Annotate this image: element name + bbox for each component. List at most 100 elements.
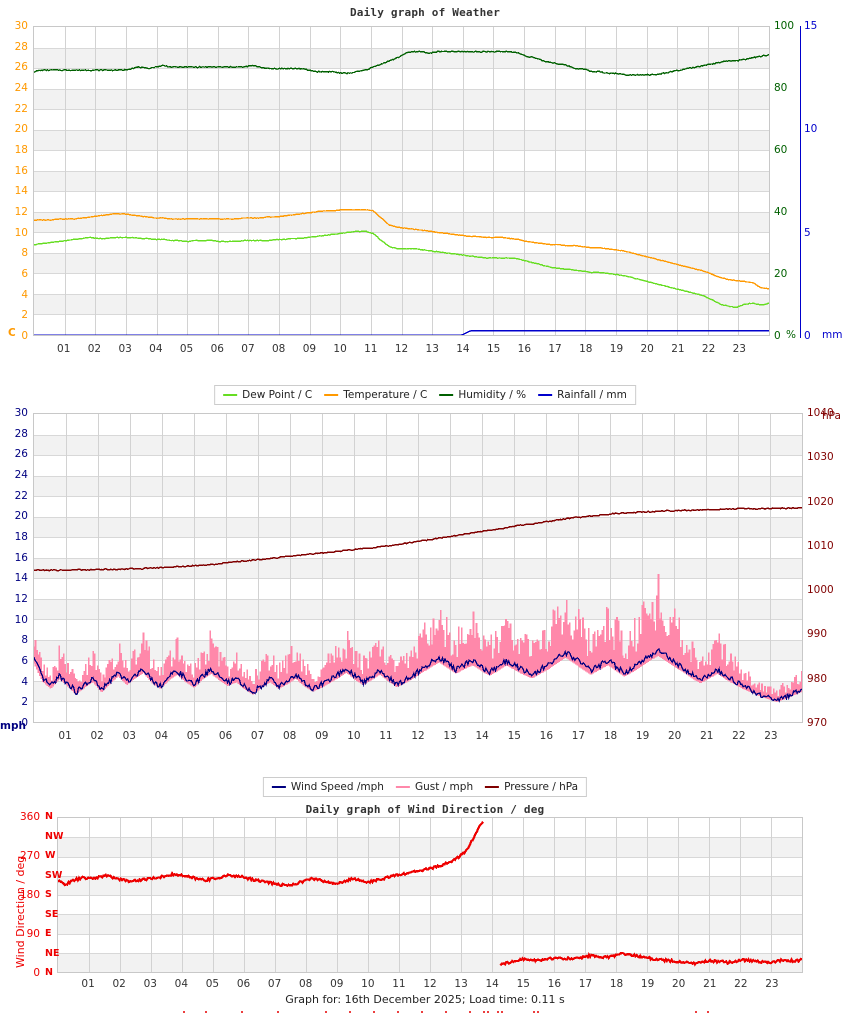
wind-direction-chart-title: Daily graph of Wind Direction / deg (305, 803, 545, 816)
wind-left-tick: 2 (21, 696, 28, 709)
wind-x-tick: 22 (732, 730, 746, 742)
pressure-tick: 1030 (807, 451, 834, 464)
legend-item-0: Dew Point / C (223, 389, 312, 401)
direction-x-tick: 02 (112, 978, 126, 990)
weather-left-tick: 18 (14, 144, 28, 156)
wind-left-tick: 18 (14, 531, 28, 543)
wind-pressure-plot-area[interactable] (33, 413, 803, 723)
wind-x-tick: 19 (635, 730, 650, 742)
wind-x-tick: 20 (667, 730, 682, 742)
footer-dot-17 (695, 1011, 697, 1013)
footer-dot-10 (469, 1011, 471, 1013)
direction-x-tick: 17 (578, 978, 593, 990)
dew-point-line (34, 230, 769, 309)
footer-dot-8 (421, 1011, 423, 1013)
humidity-tick: 40 (774, 206, 788, 218)
footer-dot-4 (325, 1011, 327, 1013)
humidity-line (34, 50, 769, 77)
rainfall-axis-line (800, 26, 801, 338)
pressure-tick: 990 (807, 628, 828, 641)
legend-color-swatch (271, 786, 286, 788)
wind-direction-line (58, 821, 802, 967)
weather-x-tick: 04 (149, 343, 163, 355)
weather-left-tick: 28 (14, 40, 28, 53)
legend-color-swatch (538, 394, 553, 396)
footer-dot-18 (707, 1011, 709, 1013)
weather-left-tick: 26 (14, 61, 28, 74)
wind-left-tick: 22 (14, 489, 28, 502)
humidity-tick: 80 (774, 82, 788, 94)
compass-tick: E (45, 928, 52, 939)
footer-dot-15 (533, 1011, 535, 1013)
legend-label: Humidity / % (458, 389, 527, 401)
compass-tick: W (45, 850, 56, 861)
weather-x-tick: 10 (333, 343, 347, 355)
direction-degree-tick: 90 (26, 928, 40, 940)
weather-x-tick: 11 (364, 343, 378, 355)
direction-x-tick: 20 (671, 978, 686, 990)
weather-legend[interactable]: Dew Point / C Temperature / C Humidity / %… (214, 385, 636, 405)
wind-left-tick: 12 (14, 593, 28, 605)
footer-dot-14 (501, 1011, 503, 1013)
wind-x-tick: 11 (379, 730, 393, 742)
weather-left-tick: 22 (14, 102, 28, 115)
compass-tick: NE (45, 947, 60, 959)
pressure-tick: 1000 (807, 584, 834, 597)
wind-pressure-chart-panel: 30 28 26 24 22 20 18 16 14 12 10 8 6 4 2 0 1040 1030 1020… (0, 405, 850, 797)
direction-x-tick: 11 (392, 978, 406, 990)
wind-x-tick: 09 (315, 730, 329, 742)
pressure-tick: 1040 (807, 407, 834, 419)
legend-label: Rainfall / mm (557, 389, 627, 401)
weather-left-tick: 24 (14, 82, 28, 94)
legend-color-swatch (485, 786, 500, 788)
footer-dot-6 (373, 1011, 375, 1013)
legend-item-2: Humidity / % (439, 389, 526, 401)
footer-dot-7 (397, 1011, 399, 1013)
direction-x-tick: 23 (765, 978, 779, 990)
humidity-tick: 100 (774, 20, 795, 32)
legend-item-3: Rainfall / mm (538, 389, 627, 401)
weather-x-tick: 15 (486, 343, 501, 355)
direction-x-tick: 15 (516, 978, 530, 990)
weather-plot-area[interactable] (33, 26, 770, 336)
legend-item-1: Gust / mph (395, 781, 473, 793)
legend-item-1: Temperature / C (324, 389, 427, 401)
wind-x-tick: 16 (539, 730, 554, 742)
weather-rainfall-axis-unit: mm (822, 329, 843, 341)
pressure-line (34, 506, 802, 572)
weather-left-tick: 30 (14, 20, 28, 32)
wind-left-tick: 10 (14, 613, 28, 626)
footer-dot-13 (497, 1011, 499, 1013)
weather-x-tick: 23 (732, 343, 746, 355)
direction-x-tick: 07 (267, 978, 282, 990)
footer-dot-3 (277, 1011, 279, 1013)
footer-dot-5 (349, 1011, 351, 1013)
weather-x-tick: 17 (548, 343, 562, 355)
weather-left-tick: 2 (21, 309, 28, 322)
weather-chart-title: Daily graph of Weather (349, 6, 501, 19)
direction-x-tick: 06 (236, 978, 251, 990)
footer-dot-2 (241, 1011, 243, 1013)
wind-x-tick: 13 (443, 730, 457, 742)
weather-left-tick: 0 (21, 330, 28, 342)
weather-left-tick: 8 (21, 247, 28, 260)
wind-pressure-legend[interactable]: Wind Speed /mph Gust / mph Pressure / hPa (262, 777, 588, 797)
weather-x-tick: 08 (271, 343, 286, 355)
wind-x-tick: 14 (475, 730, 489, 742)
legend-label: Dew Point / C (242, 389, 313, 401)
wind-x-tick: 01 (58, 730, 72, 742)
rainfall-line (34, 330, 769, 335)
humidity-tick: 0 (774, 330, 781, 342)
wind-direction-plot-area[interactable] (57, 817, 803, 973)
compass-tick: NW (45, 830, 64, 842)
footer-dot-11 (483, 1011, 485, 1013)
weather-x-tick: 09 (302, 343, 317, 355)
wind-x-tick: 18 (603, 730, 618, 742)
weather-x-tick: 13 (425, 343, 439, 355)
direction-x-tick: 14 (485, 978, 499, 990)
weather-left-tick: 12 (14, 206, 28, 218)
legend-item-0: Wind Speed /mph (271, 781, 384, 793)
compass-tick: N (45, 967, 53, 978)
footer-dot-12 (487, 1011, 489, 1013)
rainfall-tick: 10 (804, 123, 818, 136)
